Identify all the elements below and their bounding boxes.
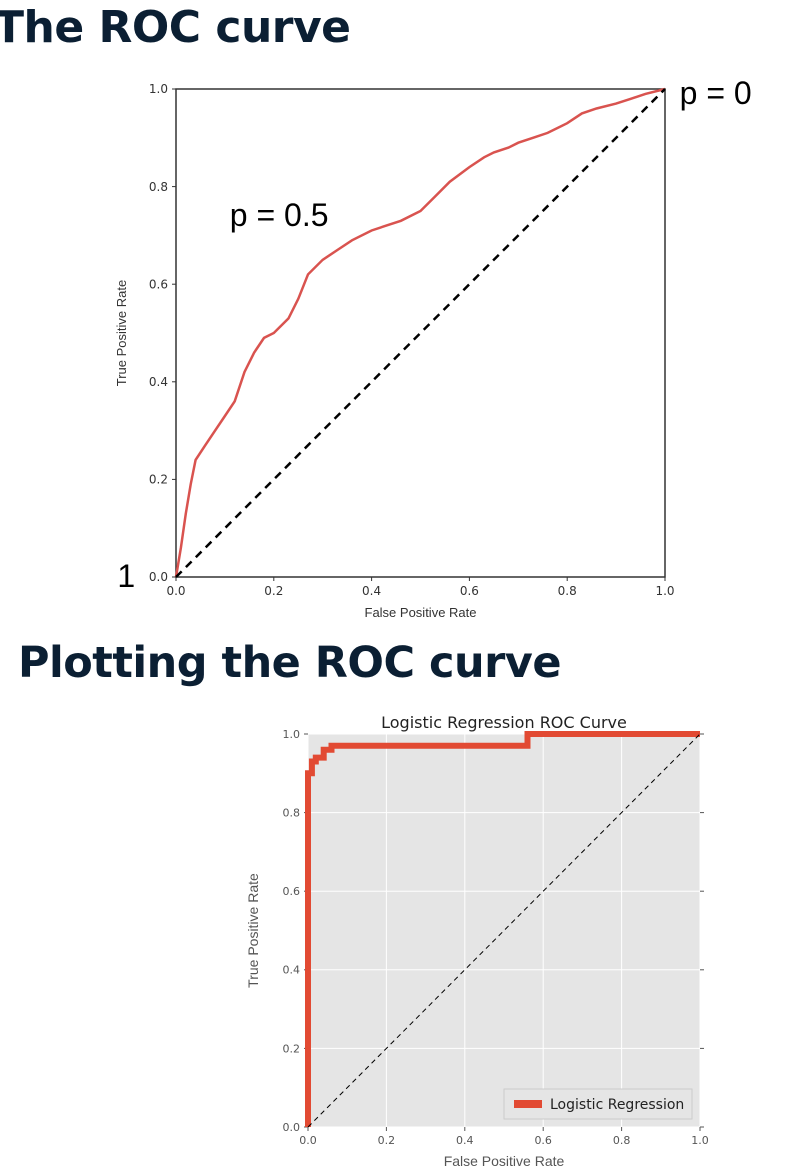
- x-tick-label: 1.0: [691, 1134, 709, 1147]
- y-tick-label: 0.8: [283, 806, 301, 819]
- roc-series-line-logistic-regression: [305, 731, 700, 1127]
- x-tick-label: 0.6: [534, 1134, 552, 1147]
- x-tick-label: 1.0: [655, 584, 674, 598]
- x-axis-label: False Positive Rate: [365, 605, 477, 620]
- y-tick-label: 0.6: [283, 885, 301, 898]
- x-tick-label: 0.8: [613, 1134, 631, 1147]
- chance-diagonal-line: [307, 733, 701, 1128]
- annotation-label: 1: [117, 558, 135, 594]
- roc-curve-chart: 0.0 0.2 0.4 0.6 0.8 1.0 0.0 0.2 0.4 0.6 0.8 1.0 Fals…: [114, 75, 752, 620]
- y-tick-label: 0.2: [149, 473, 168, 487]
- x-tick-label: 0.4: [362, 584, 381, 598]
- y-tick-label: 0.8: [149, 180, 168, 194]
- x-tick-label: 0.8: [558, 584, 577, 598]
- chart-title: Logistic Regression ROC Curve: [381, 713, 627, 732]
- y-tick-label: 0.6: [149, 277, 168, 291]
- annotation-label: p = 0: [680, 75, 752, 111]
- x-tick-label: 0.2: [264, 584, 283, 598]
- y-tick-label: 1.0: [283, 728, 301, 741]
- y-tick-label: 1.0: [149, 82, 168, 96]
- y-tick-label: 0.4: [283, 964, 301, 977]
- slide-heading: Plotting the ROC curve: [18, 638, 562, 688]
- y-tick-label: 0.2: [283, 1042, 301, 1055]
- logistic-regression-roc-chart: 0.0 0.2 0.4 0.6 0.8 1.0 0.0 0.2 0.4 0.6 0.8 1.0 Fals…: [245, 713, 709, 1169]
- slide-heading: The ROC curve: [0, 2, 351, 53]
- chance-diagonal-line: [175, 88, 666, 578]
- x-tick-label: 0.2: [378, 1134, 396, 1147]
- x-axis-label: False Positive Rate: [444, 1153, 565, 1169]
- x-tick-label: 0.4: [456, 1134, 474, 1147]
- y-tick-label: 0.4: [149, 375, 168, 389]
- roc-series-line: [174, 87, 666, 578]
- x-tick-label: 0.0: [166, 584, 185, 598]
- y-axis-label: True Positive Rate: [114, 280, 129, 386]
- annotation-label: p = 0.5: [230, 197, 329, 233]
- x-tick-label: 0.6: [460, 584, 479, 598]
- y-tick-label: 0.0: [149, 570, 168, 584]
- x-tick-label: 0.0: [299, 1134, 317, 1147]
- legend-entry: Logistic Regression: [550, 1097, 684, 1113]
- y-tick-label: 0.0: [283, 1121, 301, 1134]
- y-axis-label: True Positive Rate: [245, 873, 261, 988]
